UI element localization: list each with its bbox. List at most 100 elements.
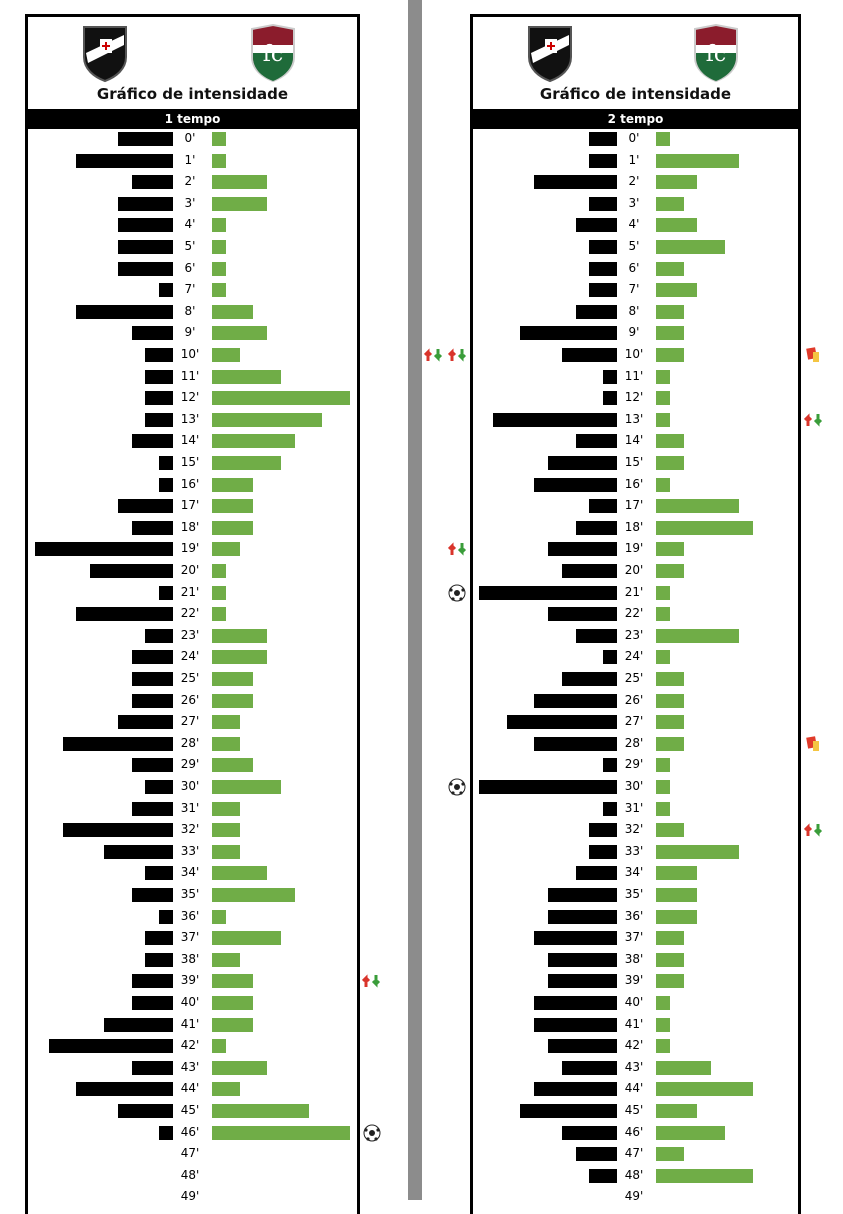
fluminense-bar xyxy=(656,585,670,600)
minute-label: 1' xyxy=(184,152,196,167)
substitution-icon xyxy=(447,346,468,364)
vasco-bar xyxy=(548,1039,617,1054)
vasco-bar xyxy=(575,866,617,881)
minute-label: 27' xyxy=(180,714,200,729)
fluminense-bar xyxy=(212,693,254,708)
vasco-bar xyxy=(131,672,173,686)
fluminense-bar xyxy=(656,261,684,276)
fluminense-bar xyxy=(656,412,670,427)
vasco-bar xyxy=(159,585,173,600)
vasco-bar xyxy=(76,607,173,622)
fluminense-bar xyxy=(656,477,670,492)
vasco-bar xyxy=(603,650,617,665)
minute-label: 47' xyxy=(624,1146,644,1161)
half-label: 2 tempo xyxy=(473,109,798,129)
fluminense-bar xyxy=(656,153,739,168)
vasco-bar xyxy=(603,801,617,816)
vasco-bar xyxy=(534,175,617,190)
vasco-bar xyxy=(548,909,617,924)
second-half-panel: fc Gráfico de intensidade 2 tempo xyxy=(470,14,801,1214)
minute-label: 18' xyxy=(180,519,200,534)
vasco-bar xyxy=(603,391,617,406)
fluminense-bar xyxy=(656,434,684,449)
minute-label: 5' xyxy=(184,239,196,253)
minute-label: 41' xyxy=(624,1016,644,1031)
fluminense-bar xyxy=(656,196,684,211)
vasco-bar xyxy=(159,1125,173,1140)
fluminense-bar xyxy=(212,736,240,751)
minute-label: 6' xyxy=(628,260,640,275)
minute-label: 20' xyxy=(180,563,200,577)
fluminense-bar xyxy=(212,412,323,427)
minute-label: 15' xyxy=(180,455,200,469)
minute-label: 34' xyxy=(624,865,644,880)
vasco-bar xyxy=(104,1017,173,1032)
minute-label: 35' xyxy=(180,887,200,901)
vasco-bar xyxy=(548,456,617,470)
fluminense-bar xyxy=(656,520,753,535)
fluminense-bar xyxy=(656,132,670,146)
fluminense-bar xyxy=(656,1060,712,1075)
vasco-bar xyxy=(520,326,617,341)
minute-label: 47' xyxy=(180,1146,200,1161)
vasco-bar xyxy=(159,909,173,924)
fluminense-bar xyxy=(212,564,226,578)
minute-label: 35' xyxy=(624,887,644,901)
vasco-bar xyxy=(159,477,173,492)
minute-label: 7' xyxy=(628,282,640,297)
minute-label: 3' xyxy=(184,195,196,210)
vasco-bar xyxy=(589,261,617,276)
fluminense-bar xyxy=(656,456,684,470)
minute-label: 25' xyxy=(624,671,644,685)
minute-label: 11' xyxy=(624,368,644,383)
fluminense-bar xyxy=(212,240,226,254)
substitution-icon xyxy=(447,540,468,558)
minute-label: 19' xyxy=(624,541,644,556)
minute-label: 40' xyxy=(624,995,644,1009)
minute-label: 11' xyxy=(180,368,200,383)
minute-label: 43' xyxy=(180,1059,200,1074)
vasco-bar xyxy=(159,283,173,298)
minute-label: 33' xyxy=(624,843,644,858)
minute-label: 4' xyxy=(628,217,640,232)
fluminense-bar xyxy=(656,1168,753,1183)
vasco-bar xyxy=(145,866,173,881)
fluminense-bar xyxy=(212,672,254,686)
vasco-bar xyxy=(131,434,173,449)
minute-label: 5' xyxy=(628,239,640,253)
fluminense-bar xyxy=(656,931,684,946)
vasco-bar xyxy=(131,326,173,341)
vasco-bar xyxy=(131,1060,173,1075)
minute-label: 49' xyxy=(180,1189,200,1204)
vasco-bar xyxy=(117,1104,173,1118)
fluminense-bar xyxy=(656,283,698,298)
vasco-bar xyxy=(131,974,173,989)
minute-label: 36' xyxy=(624,908,644,923)
vasco-bar xyxy=(159,456,173,470)
vasco-bar xyxy=(117,499,173,514)
fluminense-bar xyxy=(212,218,226,233)
vasco-bar xyxy=(131,996,173,1010)
fluminense-bar xyxy=(656,1147,684,1162)
vasco-bar xyxy=(534,477,617,492)
svg-text:fc: fc xyxy=(263,42,283,67)
minute-label: 1' xyxy=(628,152,640,167)
vasco-bar xyxy=(534,693,617,708)
chart-title: Gráfico de intensidade xyxy=(96,85,289,103)
minute-label: 31' xyxy=(624,800,644,815)
vasco-bar xyxy=(492,412,617,427)
vasco-bar xyxy=(548,607,617,622)
fluminense-bar xyxy=(656,844,739,859)
fluminense-bar xyxy=(656,866,698,881)
fluminense-bar xyxy=(212,931,281,946)
minute-label: 38' xyxy=(180,951,200,966)
minute-label: 0' xyxy=(628,131,640,145)
substitution-icon xyxy=(803,821,824,839)
vasco-bar xyxy=(589,132,617,146)
vasco-bar xyxy=(131,758,173,773)
vasco-bar xyxy=(145,391,173,406)
fluminense-bar xyxy=(212,715,240,730)
vasco-bar xyxy=(131,520,173,535)
fluminense-bar xyxy=(656,628,739,643)
fluminense-bar xyxy=(212,391,350,406)
